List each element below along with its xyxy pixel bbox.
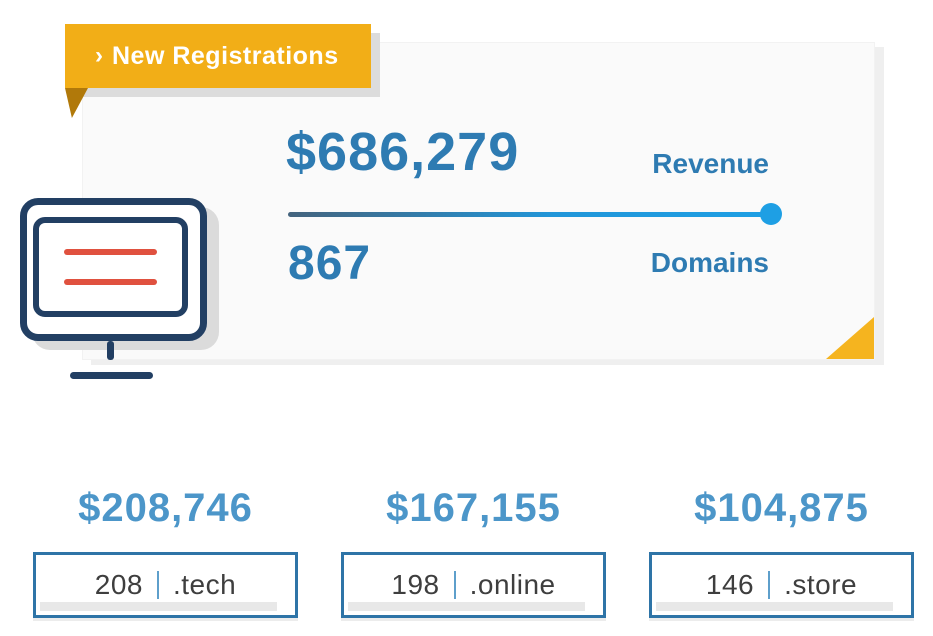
monitor-screen-inner <box>33 217 188 317</box>
stat-column-store: $104,875 146 .store <box>649 488 914 618</box>
stat-tld-label: .store <box>784 569 858 600</box>
monitor-stand-neck <box>107 341 114 360</box>
stat-box-online: 198 .online <box>341 552 606 618</box>
stat-revenue-value: $104,875 <box>694 486 869 530</box>
stat-tld-label: .online <box>469 569 556 600</box>
stat-tld-label: .tech <box>173 569 237 600</box>
monitor-icon <box>20 198 207 381</box>
total-revenue-value: $686,279 <box>286 122 520 182</box>
stat-domain-count: 146 <box>705 569 755 600</box>
title-banner: › New Registrations <box>65 24 371 88</box>
paper-edge-shadow <box>40 602 277 611</box>
corner-accent-triangle-icon <box>826 317 874 359</box>
paper-edge-shadow <box>348 602 585 611</box>
page-title: New Registrations <box>112 41 339 70</box>
paper-edge-shadow <box>656 602 893 611</box>
divider <box>157 571 159 599</box>
screen-text-line <box>64 249 157 255</box>
divider <box>768 571 771 599</box>
revenue-progress-line <box>288 212 772 217</box>
stat-box-store: 146 .store <box>649 552 914 618</box>
stat-column-tech: $208,746 208 .tech <box>33 488 298 618</box>
screen-text-line <box>64 279 157 285</box>
revenue-label: Revenue <box>652 148 769 179</box>
summary-card: $686,279 Revenue 867 Domains <box>82 42 875 360</box>
progress-dot-icon <box>760 203 782 225</box>
stat-domain-count: 208 <box>94 569 143 600</box>
stat-revenue-value: $208,746 <box>78 486 253 530</box>
stat-domain-count: 198 <box>391 569 440 600</box>
total-domains-value: 867 <box>288 237 372 290</box>
chevron-right-icon: › <box>95 42 103 69</box>
stat-box-tech: 208 .tech <box>33 552 298 618</box>
stat-revenue-value: $167,155 <box>386 486 561 530</box>
divider <box>453 571 456 599</box>
domains-label: Domains <box>650 247 769 278</box>
monitor-stand-base <box>70 372 153 379</box>
stat-column-online: $167,155 198 .online <box>341 488 606 618</box>
monitor-screen <box>20 198 207 341</box>
